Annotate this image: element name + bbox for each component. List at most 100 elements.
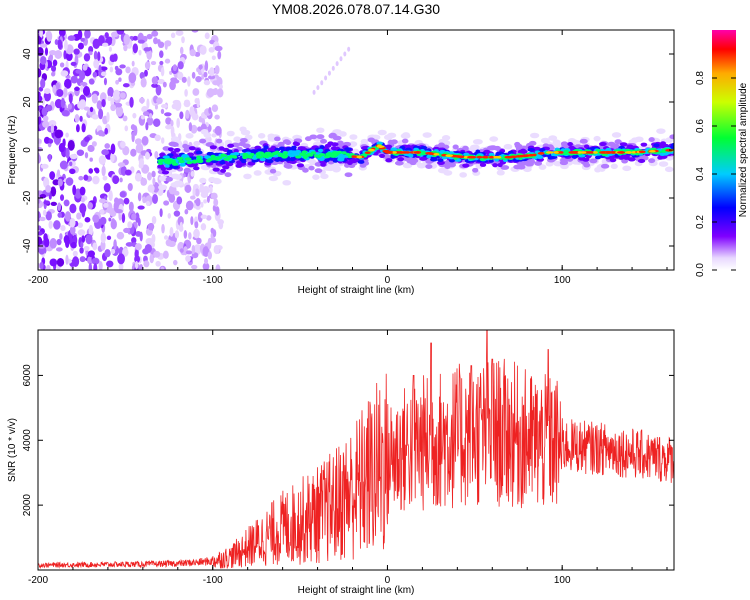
spectrogram-noise-blob — [211, 133, 217, 138]
spectrogram-noise-blob — [170, 32, 176, 39]
spectrogram-ridge-blob — [324, 158, 330, 163]
spectrogram-noise-blob — [151, 76, 158, 85]
spectrogram-noise-blob — [60, 194, 65, 201]
spectrogram-noise-blob — [214, 114, 220, 120]
spectrogram-peak-blob — [445, 154, 454, 157]
spectrogram-ridge-blob — [567, 141, 574, 147]
spectrogram-ridge-blob — [251, 158, 258, 163]
spectrogram-noise-blob — [98, 108, 104, 120]
spectrogram-noise-blob — [168, 193, 176, 203]
spectrogram-noise-blob — [191, 71, 196, 79]
spectrogram-noise-blob — [40, 78, 46, 89]
spectrogram-noise-blob — [104, 249, 111, 258]
spectrogram-ridge-blob — [333, 166, 341, 172]
spectrogram-noise-blob — [164, 112, 172, 117]
spectrogram-noise-blob — [132, 112, 137, 119]
spectrogram-noise-blob — [56, 169, 61, 178]
spectrogram-ridge-blob — [242, 143, 251, 149]
spectrogram-noise-blob — [157, 41, 165, 49]
spectrogram-ytick-label: -20 — [22, 190, 33, 205]
spectrogram-ridge-blob — [263, 145, 269, 150]
spectrogram-ridge-blob — [282, 179, 292, 186]
spectrogram-ridge-blob — [599, 141, 607, 147]
spectrogram-noise-blob — [87, 144, 95, 153]
spectrogram-ridge-blob — [580, 138, 588, 144]
spectrogram-peak-blob — [528, 153, 534, 157]
spectrogram-ridge-blob — [220, 154, 226, 158]
spectrogram-ridge-blob — [170, 136, 180, 142]
spectrogram-noise-blob — [211, 104, 219, 113]
spectrogram-noise-blob — [115, 79, 120, 85]
spectrogram-noise-blob — [156, 97, 163, 105]
spectrogram-ridge-blob — [173, 180, 184, 186]
spectrogram-noise-blob — [131, 237, 137, 244]
spectrogram-noise-blob — [41, 107, 48, 117]
spectrogram-noise-blob — [218, 221, 224, 230]
spectrogram-noise-blob — [124, 169, 132, 176]
spectrogram-ridge-blob — [192, 159, 198, 163]
spectrogram-peak-blob — [384, 151, 392, 154]
spectrogram-ridge-blob — [178, 159, 185, 164]
spectrogram-noise-blob — [101, 98, 106, 108]
spectrogram-noise-blob — [79, 115, 83, 122]
spectrogram-ridge-blob — [307, 152, 312, 157]
spectrogram-noise-blob — [162, 81, 167, 88]
spectrogram-ridge-blob — [165, 164, 170, 168]
spectrogram-peak-blob — [476, 155, 483, 159]
spectrogram-noise-blob — [188, 232, 192, 240]
spectrogram-noise-blob — [85, 234, 93, 245]
spectrogram-ridge-blob — [297, 146, 306, 151]
spectrogram-noise-blob — [134, 260, 139, 270]
spectrogram-noise-blob — [122, 247, 129, 257]
spectrogram-ridge-blob — [612, 143, 620, 149]
spectrogram-noise-blob — [137, 192, 142, 202]
spectrogram-noise-blob — [88, 168, 94, 174]
spectrogram-ridge-blob — [347, 160, 353, 165]
spectrogram-ridge-blob — [669, 134, 674, 140]
spectrogram-ridge-blob — [529, 132, 540, 139]
spectrogram-streak-blob — [327, 70, 331, 76]
spectrogram-noise-blob — [104, 143, 111, 149]
spectrogram-noise-blob — [127, 221, 133, 229]
spectrogram-noise-blob — [67, 35, 76, 41]
spectrogram-noise-blob — [118, 262, 124, 270]
spectrogram-ridge-blob — [332, 135, 342, 141]
spectrogram-ridge-blob — [610, 163, 618, 170]
spectrogram-ridge-blob — [232, 155, 238, 159]
spectrogram-noise-blob — [60, 70, 69, 77]
spectrogram-noise-blob — [123, 44, 128, 52]
spectrogram-noise-blob — [193, 244, 202, 255]
spectrogram-noise-blob — [110, 97, 115, 107]
spectrogram-noise-blob — [165, 117, 172, 125]
spectrogram-noise-blob — [204, 257, 209, 265]
spectrogram-noise-blob — [112, 175, 120, 185]
spectrogram-noise-blob — [133, 125, 138, 136]
spectrogram-peak-blob — [392, 151, 397, 154]
spectrogram-noise-blob — [109, 66, 114, 73]
spectrogram-ridge-blob — [223, 157, 231, 161]
spectrogram-noise-blob — [70, 75, 78, 84]
spectrogram-noise-blob — [184, 89, 188, 97]
spectrogram-noise-blob — [210, 227, 215, 234]
spectrogram-noise-blob — [194, 229, 199, 239]
spectrogram-noise-blob — [64, 39, 68, 51]
spectrogram-ridge-blob — [379, 153, 386, 158]
spectrogram-noise-blob — [109, 54, 117, 63]
spectrogram-noise-blob — [99, 92, 107, 103]
spectrogram-noise-blob — [80, 37, 85, 42]
spectrogram-ridge-blob — [405, 147, 412, 152]
spectrogram-noise-blob — [212, 204, 217, 212]
spectrogram-noise-blob — [207, 251, 212, 260]
spectrogram-noise-blob — [134, 138, 142, 145]
spectrogram-noise-blob — [88, 224, 94, 236]
spectrogram-ridge-blob — [278, 141, 285, 147]
spectrogram-ridge-blob — [534, 161, 543, 166]
colorbar-tick-label: 0.4 — [695, 167, 706, 181]
spectrogram-ridge-blob — [314, 168, 323, 174]
spectrogram-noise-blob — [164, 42, 168, 50]
spectrogram-ridge-blob — [170, 173, 180, 180]
spectrogram-noise-blob — [123, 34, 131, 46]
spectrogram-ridge-blob — [497, 162, 503, 168]
spectrogram-ridge-blob — [274, 150, 280, 154]
colorbar-label: Normalized spectral amplitude — [738, 82, 749, 217]
